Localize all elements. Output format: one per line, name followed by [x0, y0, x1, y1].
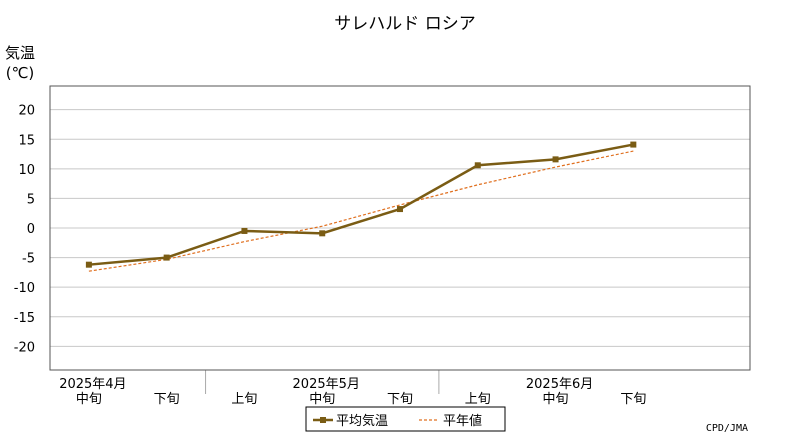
plot-frame [49, 85, 751, 371]
y-tick-label: -5 [22, 252, 35, 267]
y-tick-label: 15 [18, 133, 35, 148]
x-month-label: 2025年5月 [293, 377, 360, 392]
series-line-normal [88, 150, 634, 272]
data-point-mean [319, 230, 326, 237]
chart-title: サレハルド ロシア [334, 14, 475, 34]
grid [50, 109, 750, 347]
legend: 平均気温 平年値 [305, 406, 506, 432]
x-axis-ticks: 中旬 下旬 上旬 中旬 下旬 上旬 中旬 下旬 2025年4月 2025年5月 2025年6月 [59, 370, 646, 407]
y-tick-label: 10 [18, 163, 35, 178]
series-layer [85, 141, 637, 272]
data-point-mean [630, 141, 637, 148]
y-tick-label: 20 [18, 104, 35, 119]
credit-label: CPD/JMA [706, 423, 748, 434]
x-tick-label: 中旬 [76, 392, 102, 407]
data-point-mean [163, 254, 170, 261]
x-tick-label: 下旬 [620, 392, 646, 407]
legend-label-normal: 平年値 [443, 413, 482, 429]
data-point-mean [474, 162, 481, 169]
x-month-label: 2025年6月 [526, 377, 593, 392]
y-tick-label: 5 [27, 192, 35, 207]
x-tick-label: 上旬 [231, 392, 257, 407]
data-point-mean [85, 261, 92, 268]
legend-label-mean: 平均気温 [336, 413, 388, 429]
y-axis-ticks: 20 15 10 5 0 -5 -10 -15 -20 [14, 104, 35, 356]
y-tick-label: -10 [14, 281, 35, 296]
x-tick-label: 中旬 [309, 392, 335, 407]
series-line-mean [88, 143, 634, 266]
y-tick-label: -15 [14, 311, 35, 326]
legend-box [305, 406, 506, 432]
y-tick-label: 0 [27, 222, 35, 237]
y-tick-label: -20 [14, 340, 35, 355]
y-axis-label: 気温 [5, 44, 35, 62]
legend-marker-mean [320, 417, 326, 423]
x-month-label: 2025年4月 [59, 377, 126, 392]
data-point-mean [552, 156, 559, 163]
y-axis-unit: (℃) [6, 64, 35, 82]
x-tick-label: 下旬 [387, 392, 413, 407]
data-point-mean [397, 206, 403, 213]
x-tick-label: 上旬 [465, 392, 491, 407]
x-tick-label: 下旬 [154, 392, 180, 407]
data-point-mean [241, 227, 248, 234]
x-tick-label: 中旬 [543, 392, 569, 407]
